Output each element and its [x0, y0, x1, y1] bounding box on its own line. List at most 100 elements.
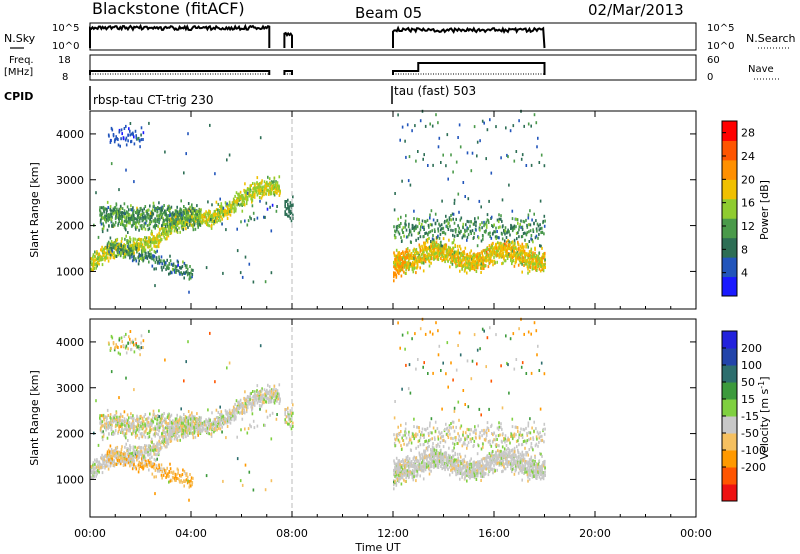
- velocity-cell: [114, 448, 117, 452]
- power-cell: [271, 188, 273, 192]
- velocity-cell: [140, 421, 143, 424]
- power-cell: [469, 251, 471, 255]
- power-cell: [244, 182, 246, 186]
- velocity-cell: [114, 462, 116, 466]
- power-cell: [222, 206, 225, 210]
- power-cell: [400, 240, 403, 243]
- power-colorbar-label: Power [dB]: [758, 180, 771, 240]
- power-cell: [273, 193, 276, 197]
- power-cell: [120, 128, 123, 132]
- power-cell: [446, 255, 449, 259]
- power-cell: [204, 213, 207, 217]
- velocity-cell: [146, 419, 148, 423]
- power-cell: [139, 145, 141, 149]
- power-cell: [275, 186, 278, 190]
- power-cell: [413, 226, 415, 230]
- velocity-cell: [108, 458, 110, 462]
- power-cell: [137, 248, 139, 252]
- power-cell: [405, 228, 408, 232]
- power-cell: [122, 211, 124, 215]
- power-cell: [248, 262, 251, 266]
- velocity-cell: [179, 480, 181, 484]
- velocity-cell: [169, 427, 172, 431]
- power-cell: [163, 223, 165, 226]
- power-cell: [447, 177, 449, 181]
- velocity-cell: [183, 413, 185, 416]
- power-cell: [419, 235, 422, 239]
- power-cell: [508, 252, 510, 256]
- power-cell: [538, 232, 540, 236]
- power-cell: [137, 262, 140, 266]
- power-cell: [532, 251, 534, 255]
- power-cell: [528, 269, 531, 273]
- power-cell: [437, 251, 439, 255]
- velocity-cell: [124, 420, 127, 424]
- velocity-cell: [160, 434, 163, 438]
- power-cell: [144, 205, 147, 208]
- velocity-cell: [103, 464, 106, 468]
- power-cell: [252, 280, 255, 284]
- power-cell: [406, 255, 409, 259]
- power-cell: [110, 243, 112, 247]
- velocity-cell: [176, 431, 178, 434]
- power-cell: [413, 229, 415, 233]
- power-cell: [134, 221, 136, 225]
- power-cell: [470, 232, 472, 235]
- power-cell: [118, 207, 121, 211]
- power-cell: [152, 254, 154, 258]
- power-cell: [404, 225, 406, 229]
- power-cell: [155, 224, 158, 227]
- power-cell: [501, 219, 503, 223]
- power-cell: [476, 140, 479, 144]
- power-cell: [186, 220, 188, 224]
- power-cell: [434, 254, 436, 258]
- power-cell: [522, 232, 525, 235]
- power-cell: [271, 184, 273, 188]
- velocity-cell: [104, 415, 106, 419]
- velocity-cell: [137, 470, 140, 474]
- velocity-cell: [127, 439, 129, 442]
- velocity-cell: [131, 457, 134, 461]
- velocity-cell: [163, 427, 166, 431]
- velocity-cell: [148, 468, 150, 472]
- power-cell: [228, 153, 231, 157]
- power-cell: [185, 212, 187, 216]
- power-cell: [114, 244, 116, 248]
- power-cell: [510, 246, 512, 250]
- power-cell: [112, 134, 115, 138]
- power-cell: [422, 269, 425, 273]
- velocity-cell: [142, 346, 144, 349]
- power-cell: [468, 256, 470, 260]
- power-cell: [251, 190, 254, 194]
- power-cell: [459, 259, 462, 263]
- power-cell: [179, 221, 182, 225]
- power-cell: [149, 214, 151, 218]
- power-cell: [405, 248, 408, 252]
- power-cell: [106, 200, 109, 204]
- power-cell: [141, 243, 144, 247]
- power-cell: [502, 248, 504, 252]
- power-cell: [473, 268, 476, 272]
- velocity-cell: [108, 432, 110, 436]
- power-cell: [511, 256, 514, 260]
- power-cell: [434, 221, 437, 225]
- velocity-cell: [96, 459, 99, 463]
- power-cell: [482, 237, 484, 241]
- velocity-cell: [131, 451, 134, 455]
- power-cell: [174, 264, 177, 268]
- power-cell: [244, 194, 247, 197]
- power-cell: [442, 153, 444, 157]
- power-cell: [498, 217, 501, 221]
- power-cell: [530, 254, 533, 258]
- power-cell: [422, 157, 424, 161]
- power-cell: [112, 242, 114, 246]
- velocity-cell: [177, 424, 179, 428]
- power-cell: [439, 243, 441, 247]
- power-cell: [430, 241, 432, 245]
- velocity-cell: [155, 444, 157, 448]
- power-cell: [158, 201, 160, 205]
- velocity-cell: [140, 414, 142, 418]
- velocity-cell: [101, 471, 104, 475]
- power-cell: [481, 263, 483, 267]
- velocity-cell: [144, 413, 147, 416]
